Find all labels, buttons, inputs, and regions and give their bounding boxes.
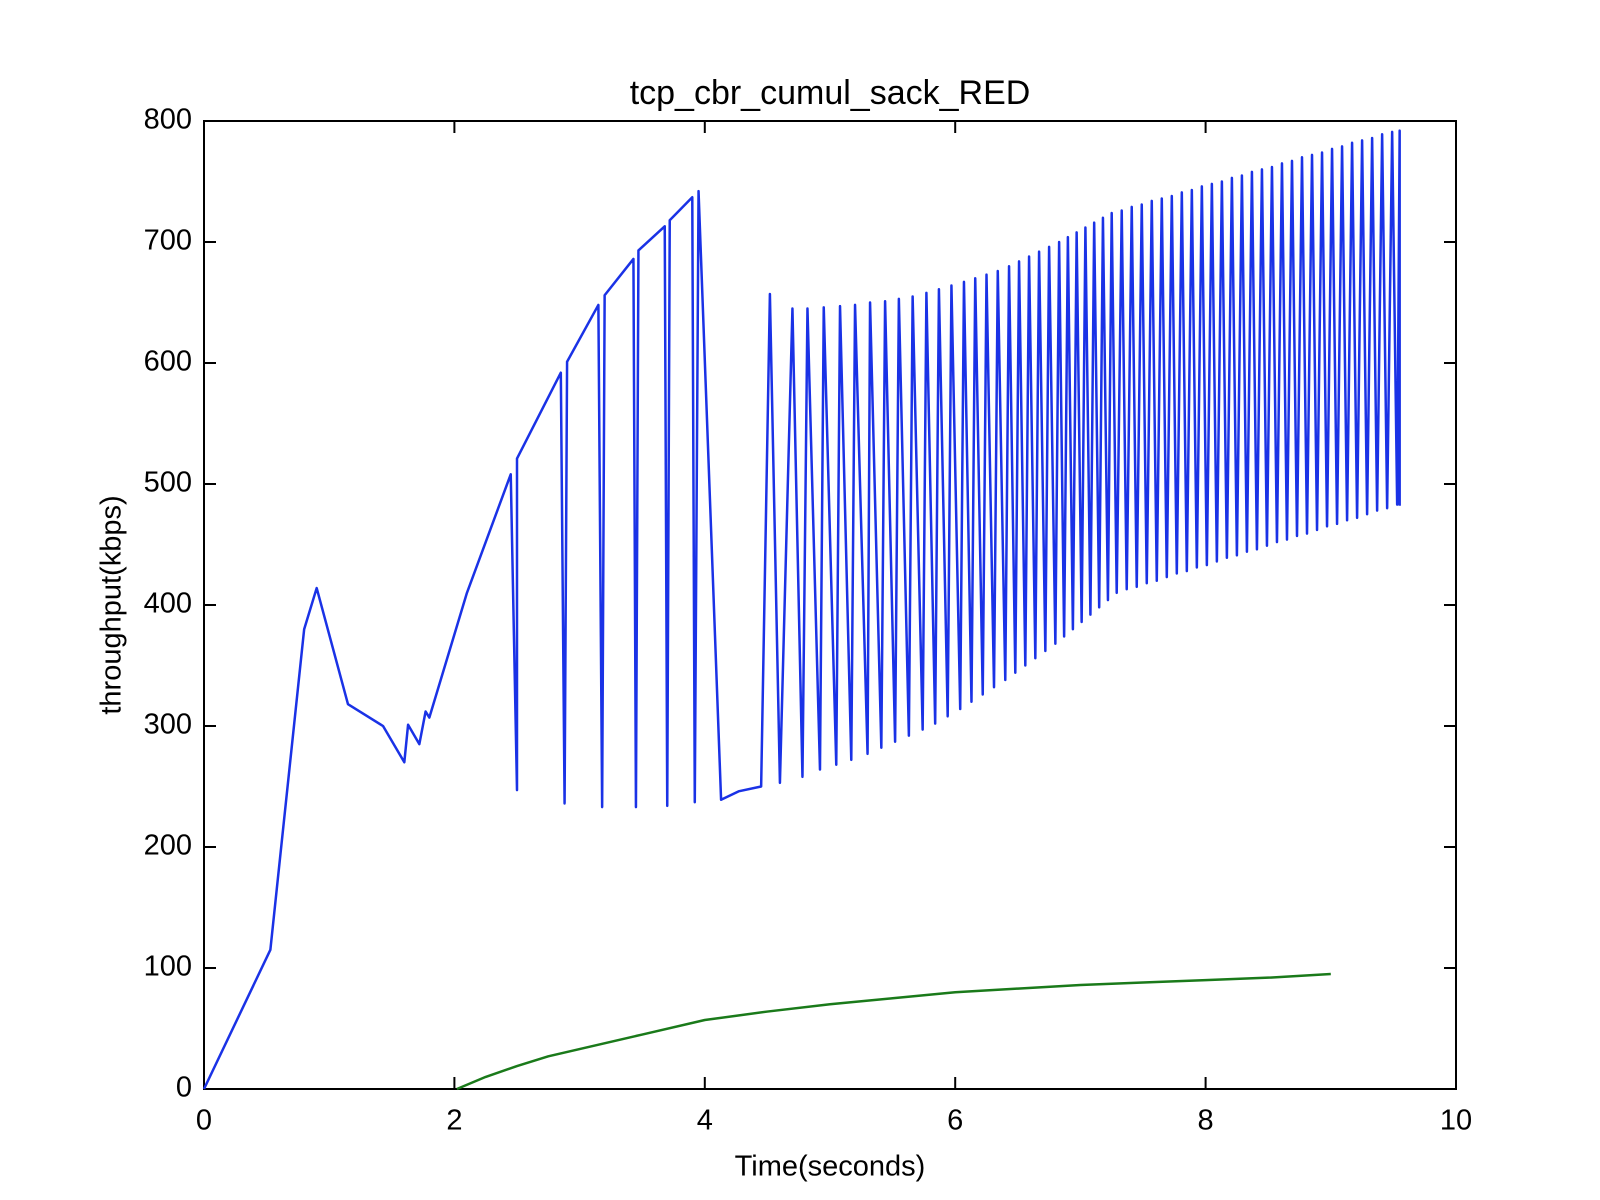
x-tick-label: 0 [196,1105,212,1137]
x-tick-label: 6 [947,1105,963,1137]
chart-title: tcp_cbr_cumul_sack_RED [630,74,1031,112]
plot-frame [203,120,1457,1090]
x-tick-label: 10 [1440,1105,1472,1137]
y-tick-label: 200 [144,830,192,862]
x-tick-label: 8 [1198,1105,1214,1137]
data-line [202,129,1401,1090]
y-tick-label: 800 [144,104,192,136]
y-tick-label: 400 [144,588,192,620]
x-axis-label: Time(seconds) [735,1151,926,1183]
x-tick-label: 4 [697,1105,713,1137]
y-tick-label: 500 [144,467,192,499]
data-line [456,972,1331,1091]
x-tick-label: 2 [446,1105,462,1137]
y-tick-label: 300 [144,709,192,741]
y-tick-label: 600 [144,346,192,378]
y-tick-label: 700 [144,225,192,257]
y-tick-label: 0 [176,1072,192,1104]
y-tick-label: 100 [144,951,192,983]
y-axis-label: throughput(kbps) [96,495,128,714]
